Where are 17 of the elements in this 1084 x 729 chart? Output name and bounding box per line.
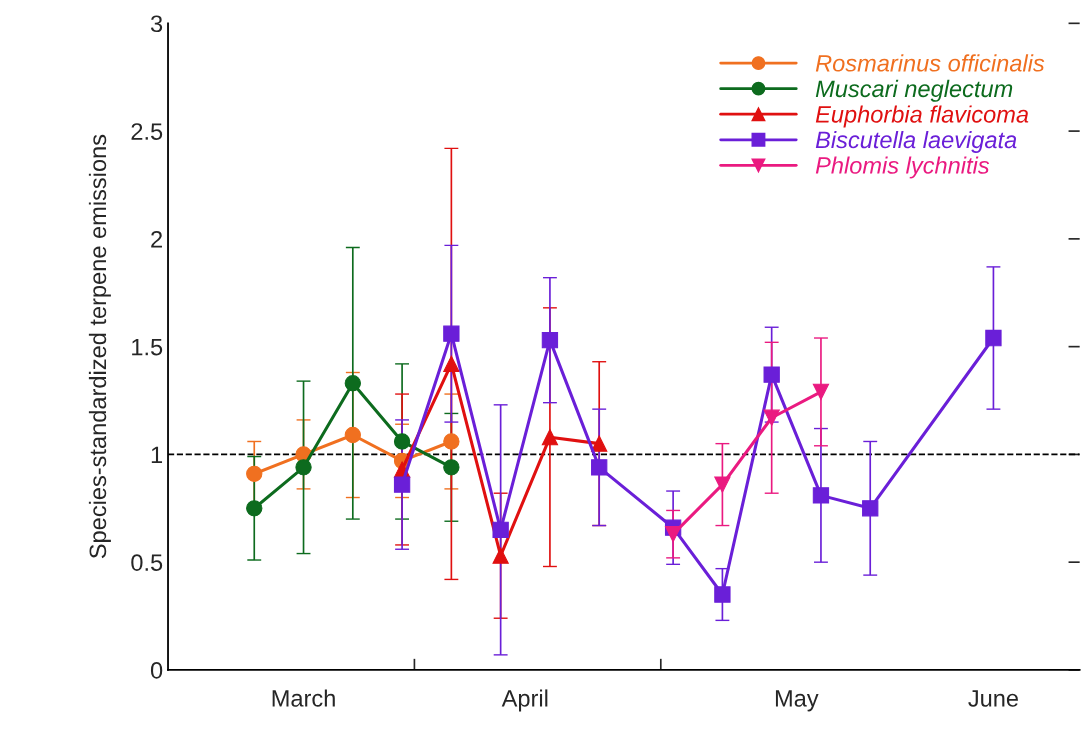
- y-tick-label: 3: [150, 15, 163, 33]
- legend-label: Phlomis lychnitis: [815, 156, 990, 179]
- y-tick-label: 0: [150, 662, 163, 679]
- y-tick-label: 1: [151, 446, 163, 463]
- y-tick-label: 0.5: [131, 554, 163, 571]
- y-tick-label: 2: [151, 230, 162, 248]
- y-tick-label: 2.5: [131, 123, 163, 140]
- y-tick-label: 1.5: [132, 338, 163, 356]
- x-tick-label: June: [968, 690, 1018, 707]
- x-tick-label: May: [775, 690, 819, 712]
- x-tick-label: March: [272, 689, 335, 707]
- y-axis-title: Species-standardized terpene emissions: [88, 134, 111, 559]
- legend-label: Euphorbia flavicoma: [815, 105, 1029, 128]
- legend-label: Muscari neglectum: [815, 79, 1013, 102]
- x-tick-label: April: [501, 689, 548, 712]
- legend-label: Rosmarinus officinalis: [815, 54, 1045, 72]
- legend-label: Biscutella laevigata: [815, 130, 1017, 153]
